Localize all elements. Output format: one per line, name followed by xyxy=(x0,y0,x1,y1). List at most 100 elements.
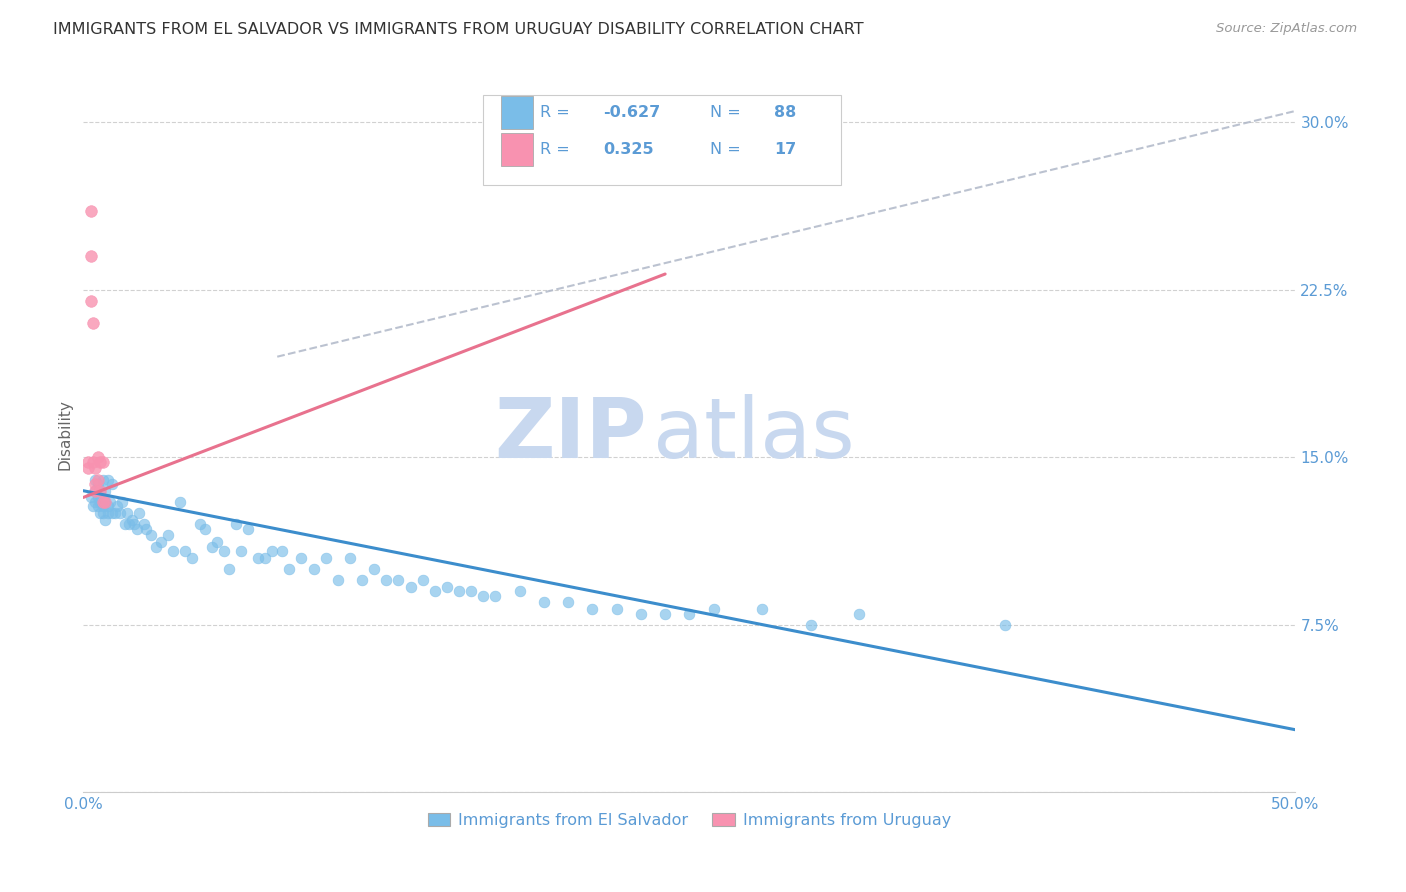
Point xyxy=(169,495,191,509)
Point xyxy=(84,461,107,475)
Point xyxy=(557,595,579,609)
Text: atlas: atlas xyxy=(652,394,855,475)
Point xyxy=(262,544,284,558)
Point xyxy=(108,506,131,520)
Point xyxy=(94,495,117,509)
Point xyxy=(423,584,446,599)
Point xyxy=(89,483,111,498)
Point xyxy=(606,602,628,616)
Point xyxy=(98,495,121,509)
Point xyxy=(82,316,104,330)
Point xyxy=(91,500,114,514)
Point xyxy=(87,473,110,487)
Text: R =: R = xyxy=(540,142,575,157)
Point xyxy=(212,544,235,558)
Point xyxy=(326,573,349,587)
Point xyxy=(114,517,136,532)
Point xyxy=(118,517,141,532)
Text: N =: N = xyxy=(710,142,745,157)
Text: Source: ZipAtlas.com: Source: ZipAtlas.com xyxy=(1216,22,1357,36)
Point xyxy=(352,573,374,587)
FancyBboxPatch shape xyxy=(502,96,533,129)
Point xyxy=(89,455,111,469)
Point xyxy=(101,506,124,520)
Point xyxy=(77,461,100,475)
Point xyxy=(229,544,252,558)
Legend: Immigrants from El Salvador, Immigrants from Uruguay: Immigrants from El Salvador, Immigrants … xyxy=(422,806,957,834)
Point xyxy=(94,483,117,498)
Point xyxy=(193,522,215,536)
Point xyxy=(141,528,163,542)
Point xyxy=(225,517,247,532)
Point xyxy=(96,506,118,520)
Point xyxy=(82,500,104,514)
Text: 0.325: 0.325 xyxy=(603,142,654,157)
Point xyxy=(188,517,211,532)
Point xyxy=(201,540,224,554)
Text: -0.627: -0.627 xyxy=(603,105,661,120)
Point xyxy=(751,602,773,616)
Point xyxy=(91,473,114,487)
Point xyxy=(581,602,603,616)
Point xyxy=(533,595,555,609)
Point xyxy=(654,607,676,621)
Point xyxy=(77,455,100,469)
Point xyxy=(848,607,870,621)
Point xyxy=(278,562,301,576)
Point xyxy=(89,483,111,498)
Point xyxy=(84,495,107,509)
Point xyxy=(375,573,398,587)
Point xyxy=(145,540,167,554)
Point xyxy=(678,607,700,621)
Text: 88: 88 xyxy=(775,105,796,120)
Point xyxy=(484,589,506,603)
Point xyxy=(87,477,110,491)
Point xyxy=(89,506,111,520)
Point xyxy=(115,506,138,520)
Point xyxy=(84,483,107,498)
Point xyxy=(399,580,422,594)
Point xyxy=(96,500,118,514)
Point xyxy=(91,495,114,509)
FancyBboxPatch shape xyxy=(484,95,841,185)
Point xyxy=(339,550,361,565)
Point xyxy=(101,477,124,491)
Point xyxy=(800,617,823,632)
Point xyxy=(993,617,1015,632)
Y-axis label: Disability: Disability xyxy=(58,400,72,470)
Point xyxy=(128,506,150,520)
Point xyxy=(149,535,172,549)
Point xyxy=(205,535,228,549)
Point xyxy=(315,550,337,565)
Point xyxy=(79,293,101,308)
Text: ZIP: ZIP xyxy=(495,394,647,475)
Point xyxy=(132,517,155,532)
Point xyxy=(84,483,107,498)
Point xyxy=(96,473,118,487)
Point xyxy=(302,562,325,576)
Point xyxy=(87,500,110,514)
Point xyxy=(94,513,117,527)
Point xyxy=(290,550,312,565)
Point xyxy=(472,589,495,603)
Text: 17: 17 xyxy=(775,142,796,157)
FancyBboxPatch shape xyxy=(502,133,533,166)
Text: IMMIGRANTS FROM EL SALVADOR VS IMMIGRANTS FROM URUGUAY DISABILITY CORRELATION CH: IMMIGRANTS FROM EL SALVADOR VS IMMIGRANT… xyxy=(53,22,865,37)
Point xyxy=(104,506,127,520)
Point xyxy=(460,584,482,599)
Point xyxy=(436,580,458,594)
Point xyxy=(91,506,114,520)
Point xyxy=(91,455,114,469)
Point xyxy=(412,573,434,587)
Point xyxy=(703,602,725,616)
Point xyxy=(105,500,128,514)
Point xyxy=(162,544,184,558)
Point xyxy=(121,513,143,527)
Text: N =: N = xyxy=(710,105,745,120)
Point xyxy=(246,550,269,565)
Point xyxy=(84,477,107,491)
Point xyxy=(449,584,471,599)
Text: R =: R = xyxy=(540,105,575,120)
Point xyxy=(218,562,240,576)
Point xyxy=(79,204,101,219)
